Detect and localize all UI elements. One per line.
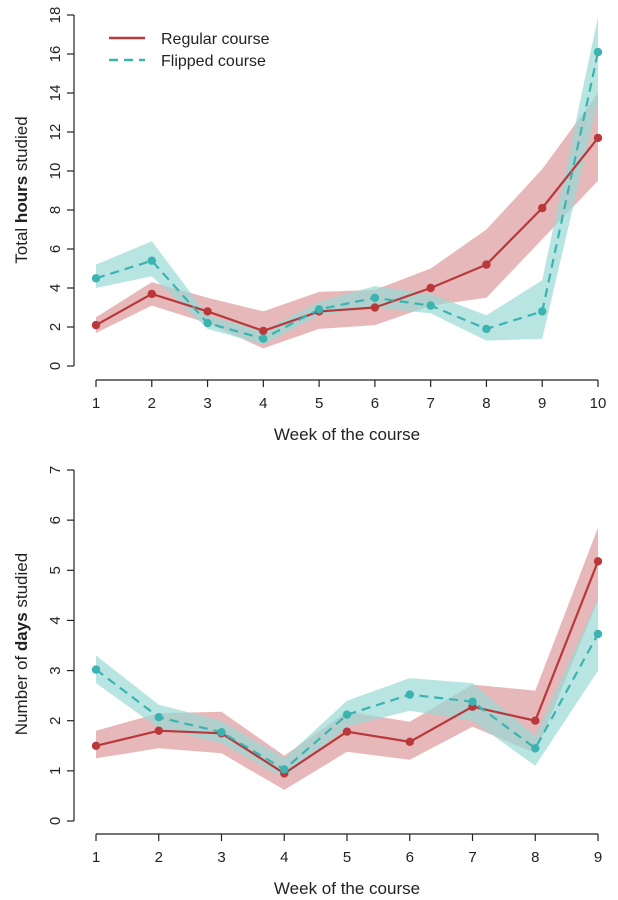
- hours-x-tick-label: 4: [259, 395, 267, 412]
- days-y-tick-label: 7: [47, 466, 64, 474]
- hours-y-tick-label: 18: [47, 7, 64, 24]
- hours-y-tick-label: 4: [47, 284, 64, 292]
- days-flipped-line: [95, 633, 599, 771]
- hours-regular-point: [370, 303, 380, 312]
- days-regular-point: [91, 741, 101, 750]
- hours-flipped-point: [314, 305, 324, 314]
- days-x-tick-label: 1: [92, 849, 100, 866]
- legend-regular-label: Regular course: [161, 31, 270, 48]
- hours-regular-point: [259, 326, 268, 336]
- hours-x-tick-label: 5: [315, 395, 323, 412]
- hours-regular-point: [426, 283, 435, 293]
- days-flipped-point: [531, 744, 540, 753]
- hours-flipped-band: [96, 17, 598, 345]
- days-data-points: [91, 557, 603, 778]
- hours-y-tick-label: 16: [47, 46, 64, 63]
- hours-regular-point: [147, 289, 156, 299]
- days-flipped-point: [405, 690, 414, 699]
- hours-flipped-point: [203, 318, 212, 328]
- days-confidence-bands: [96, 527, 598, 790]
- legend: Regular course Flipped course: [109, 31, 270, 70]
- days-x-axis: 1 2 3 4 5 6 7 8 9: [92, 833, 602, 866]
- days-y-tick-label: 4: [47, 616, 64, 624]
- hours-flipped-point: [370, 293, 380, 302]
- days-flipped-point: [91, 665, 101, 674]
- hours-regular-point: [538, 203, 547, 213]
- days-y-tick-label: 1: [47, 767, 64, 775]
- hours-flipped-point: [593, 47, 603, 57]
- hours-flipped-point: [426, 301, 435, 310]
- hours-x-tick-label: 3: [203, 395, 211, 412]
- days-x-tick-label: 8: [531, 849, 539, 866]
- hours-y-axis: 0 2 4 6 8 10 12 14 16 18: [47, 7, 75, 370]
- hours-x-axis-title: Week of the course: [274, 425, 420, 444]
- days-y-tick-label: 5: [47, 566, 64, 574]
- days-regular-point: [593, 557, 603, 566]
- hours-flipped-point: [147, 256, 156, 265]
- days-y-axis: 0 1 2 3 4 5 6 7: [47, 466, 75, 825]
- hours-regular-point: [593, 133, 603, 143]
- hours-regular-point: [482, 260, 491, 269]
- days-x-tick-label: 6: [406, 849, 414, 866]
- days-y-tick-label: 0: [47, 817, 64, 825]
- days-flipped-point: [342, 710, 352, 719]
- hours-regular-band: [96, 93, 598, 349]
- hours-x-tick-label: 6: [371, 395, 379, 412]
- hours-data-points: [91, 47, 603, 343]
- hours-x-tick-label: 7: [426, 395, 434, 412]
- days-regular-point: [154, 726, 163, 735]
- days-regular-point: [342, 727, 352, 736]
- days-flipped-point: [280, 765, 289, 774]
- hours-y-tick-label: 12: [47, 124, 64, 141]
- days-x-tick-label: 5: [343, 849, 351, 866]
- hours-flipped-point: [259, 334, 268, 343]
- hours-y-tick-label: 6: [47, 245, 64, 253]
- days-regular-point: [405, 737, 414, 746]
- hours-regular-point: [91, 320, 101, 330]
- hours-y-tick-label: 8: [47, 206, 64, 214]
- hours-x-tick-label: 2: [148, 395, 156, 412]
- days-x-axis-title: Week of the course: [274, 879, 420, 898]
- hours-y-axis-title: Total hours studied: [12, 116, 31, 263]
- hours-x-axis: 1 2 3 4 5 6 7 8 9 10: [92, 379, 607, 412]
- days-flipped-point: [593, 629, 603, 639]
- hours-flipped-point: [538, 307, 547, 316]
- days-y-tick-label: 6: [47, 516, 64, 524]
- hours-regular-line: [95, 137, 599, 333]
- hours-y-tick-label: 2: [47, 323, 64, 331]
- hours-flipped-point: [482, 324, 491, 334]
- hours-confidence-bands: [96, 17, 598, 349]
- days-chart: 0 1 2 3 4 5 6 7 1 2 3 4 5 6 7 8 9 Week of the course Nu…: [12, 466, 603, 898]
- hours-x-tick-label: 8: [482, 395, 490, 412]
- days-flipped-point: [154, 713, 163, 722]
- legend-flipped-label: Flipped course: [161, 53, 266, 70]
- hours-flipped-point: [91, 274, 101, 283]
- hours-series-lines: [95, 51, 600, 340]
- days-flipped-point: [468, 697, 477, 706]
- days-x-tick-label: 2: [155, 849, 163, 866]
- hours-x-tick-label: 1: [92, 395, 100, 412]
- hours-x-tick-label: 9: [538, 395, 546, 412]
- days-y-tick-label: 2: [47, 717, 64, 725]
- days-x-tick-label: 3: [217, 849, 225, 866]
- hours-flipped-line: [95, 51, 600, 340]
- hours-x-tick-label: 10: [590, 395, 607, 412]
- hours-regular-point: [203, 307, 212, 316]
- days-y-tick-label: 3: [47, 666, 64, 674]
- days-flipped-point: [217, 728, 226, 737]
- days-y-axis-title: Number of days studied: [12, 553, 31, 735]
- days-x-tick-label: 9: [594, 849, 602, 866]
- days-x-tick-label: 4: [280, 849, 288, 866]
- hours-y-tick-label: 0: [47, 362, 64, 370]
- days-regular-point: [531, 716, 540, 725]
- hours-y-tick-label: 14: [47, 85, 64, 102]
- days-x-tick-label: 7: [468, 849, 476, 866]
- hours-y-tick-label: 10: [47, 163, 64, 180]
